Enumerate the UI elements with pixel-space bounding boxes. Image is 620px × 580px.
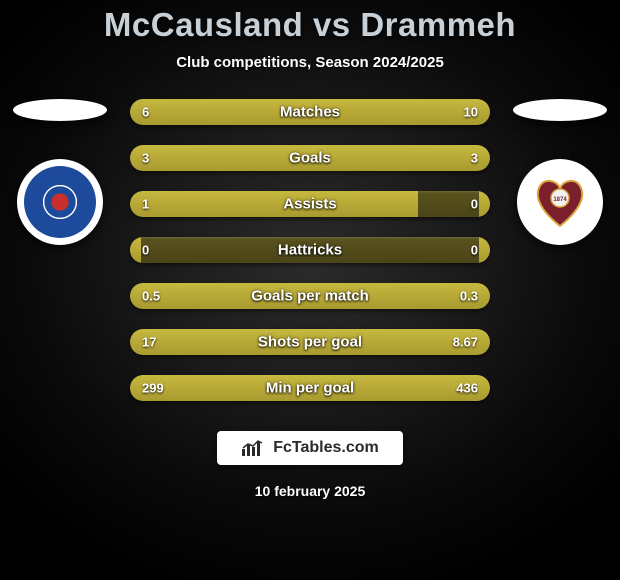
stat-bar: 1 0 Assists xyxy=(130,191,490,217)
date-text: 10 february 2025 xyxy=(255,483,366,499)
stat-label: Goals per match xyxy=(251,288,369,305)
stat-value-left: 0.5 xyxy=(142,289,160,304)
crest-left-outer xyxy=(17,159,103,245)
stat-label: Matches xyxy=(280,104,340,121)
club-crest-left xyxy=(17,159,103,245)
content-root: McCausland vs Drammeh Club competitions,… xyxy=(0,0,620,580)
stat-value-left: 299 xyxy=(142,381,164,396)
stat-label: Min per goal xyxy=(266,380,354,397)
stat-fill-right xyxy=(479,237,490,263)
right-side-column: 1874 xyxy=(500,99,620,245)
player-shadow-left xyxy=(13,99,107,121)
main-row: 610Matches33Goals10Assists00Hattricks0.5… xyxy=(0,99,620,401)
stat-bar: 0.5 0.3 Goals per match xyxy=(130,283,490,309)
stat-label: Goals xyxy=(289,150,331,167)
stat-value-right: 0 xyxy=(471,197,478,212)
stat-value-right: 436 xyxy=(456,381,478,396)
stat-fill-right xyxy=(310,145,490,171)
stat-value-left: 17 xyxy=(142,335,156,350)
crest-left-ring xyxy=(24,166,96,238)
stat-value-right: 0 xyxy=(471,243,478,258)
subtitle: Club competitions, Season 2024/2025 xyxy=(176,54,444,71)
club-crest-right: 1874 xyxy=(517,159,603,245)
stat-bar: 3 3 Goals xyxy=(130,145,490,171)
stat-bar: 0 0 Hattricks xyxy=(130,237,490,263)
stat-fill-left xyxy=(130,237,141,263)
crest-left-inner xyxy=(40,182,80,222)
stat-fill-right xyxy=(479,191,490,217)
stat-value-left: 3 xyxy=(142,151,149,166)
stat-bars-container: 610Matches33Goals10Assists00Hattricks0.5… xyxy=(130,99,490,401)
branding-text: FcTables.com xyxy=(273,439,379,457)
stat-bar: 299 436 Min per goal xyxy=(130,375,490,401)
stat-fill-left xyxy=(130,145,310,171)
stat-value-right: 8.67 xyxy=(453,335,478,350)
player-shadow-right xyxy=(513,99,607,121)
stat-bar: 17 8.67 Shots per goal xyxy=(130,329,490,355)
stat-bar: 6 10 Matches xyxy=(130,99,490,125)
stat-value-right: 10 xyxy=(464,105,478,120)
left-side-column xyxy=(0,99,120,245)
title-player2: Drammeh xyxy=(360,6,516,43)
stat-label: Assists xyxy=(283,196,336,213)
stat-label: Shots per goal xyxy=(258,334,362,351)
crest-right-outer: 1874 xyxy=(517,159,603,245)
branding-badge: FcTables.com xyxy=(217,431,403,465)
title-player1: McCausland xyxy=(104,6,303,43)
page-title: McCausland vs Drammeh xyxy=(104,6,516,44)
stat-fill-left xyxy=(130,99,265,125)
stat-value-right: 0.3 xyxy=(460,289,478,304)
crest-right-year: 1874 xyxy=(553,197,567,203)
stat-value-left: 0 xyxy=(142,243,149,258)
title-vs: vs xyxy=(313,6,351,43)
stat-value-left: 1 xyxy=(142,197,149,212)
stat-fill-left xyxy=(130,191,418,217)
crest-right-heart-icon: 1874 xyxy=(530,172,590,232)
branding-chart-icon xyxy=(241,439,265,457)
stat-value-right: 3 xyxy=(471,151,478,166)
stat-label: Hattricks xyxy=(278,242,342,259)
stat-value-left: 6 xyxy=(142,105,149,120)
